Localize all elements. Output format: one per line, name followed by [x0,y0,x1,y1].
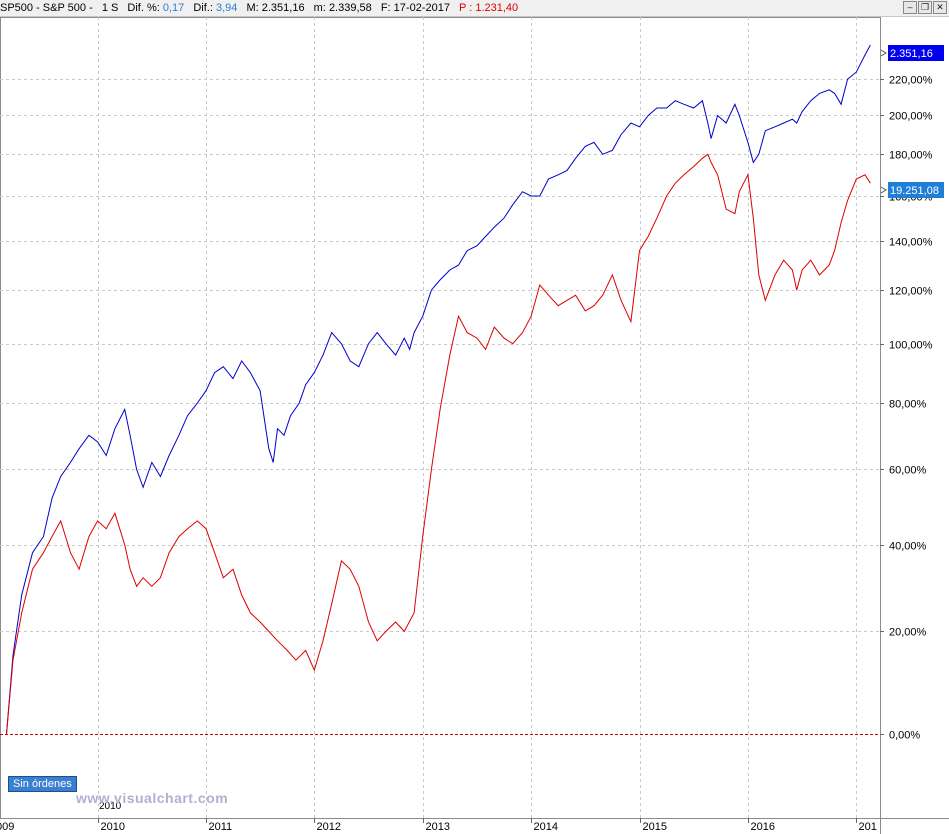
min-value: 2.339,58 [328,2,372,14]
close-button[interactable]: ✕ [933,1,947,14]
dif-pct-label: Dif. %: [127,2,160,14]
y-tick-label: 120,00% [889,286,933,298]
x-tick-label: 2011 [209,821,233,833]
max-value: 2.351,16 [261,2,305,14]
dif-label: Dif.: [193,2,213,14]
y-tick-label: 220,00% [889,75,933,87]
restore-button[interactable]: ❐ [918,1,932,14]
dif-value: 3,94 [215,2,238,14]
y-tick-label: 200,00% [889,111,933,123]
red-last-value-box [888,182,944,198]
x-edge-label: 2010 [99,801,122,812]
y-tick-label: 60,00% [889,465,927,477]
y-tick-label: 40,00% [889,541,927,553]
y-tick-label: 80,00% [889,399,927,411]
y-tick-label: 100,00% [889,340,933,352]
x-tick-label: 2014 [534,821,558,833]
y-tick-label: 180,00% [889,150,933,162]
x-tick-label: 2010 [101,821,125,833]
x-tick-label: 2015 [643,821,667,833]
dif-pct-value: 0,17 [162,2,185,14]
date-label: F: [380,2,391,14]
x-tick-label: 2016 [751,821,775,833]
timeframe-label[interactable]: 1 S [101,2,119,14]
p-value: 1.231,40 [475,2,519,14]
blue-last-value-label: 2.351,16 [890,48,933,60]
chart-header: SP500 - S&P 500 - 1 S Dif. %: 0,17 Dif.:… [0,0,949,17]
p-label: P : [459,2,473,14]
grid-layer [0,17,949,834]
minimize-button[interactable]: – [903,1,917,14]
x-edge-label: 009 [0,821,14,833]
red-last-value-label: 19.251,08 [890,185,939,197]
min-label: m: [313,2,326,14]
orders-button[interactable]: Sin órdenes [8,776,77,792]
series-layer [6,44,871,735]
max-label: M: [246,2,259,14]
x-tick-label: 2012 [317,821,341,833]
date-value: 17-02-2017 [393,2,450,14]
y-tick-label: 0,00% [889,730,920,742]
y-tick-label: 20,00% [889,627,927,639]
watermark-text: www.visualchart.com [76,790,229,806]
axis-layer: 0,00% 20,00% 40,00% 60,00% 80,00% 100,00% 120,… [0,45,944,833]
symbol-label: SP500 - S&P 500 - [0,2,93,14]
x-tick-label: 2013 [426,821,450,833]
blue-last-value-box [888,45,944,61]
last-value-pointer-icon [880,186,887,194]
last-value-pointer-icon [880,49,887,57]
blue-series-line [6,44,871,735]
x-tick-label: 201 [859,821,877,833]
y-tick-label: 140,00% [889,237,933,249]
red-series-line [6,153,871,735]
